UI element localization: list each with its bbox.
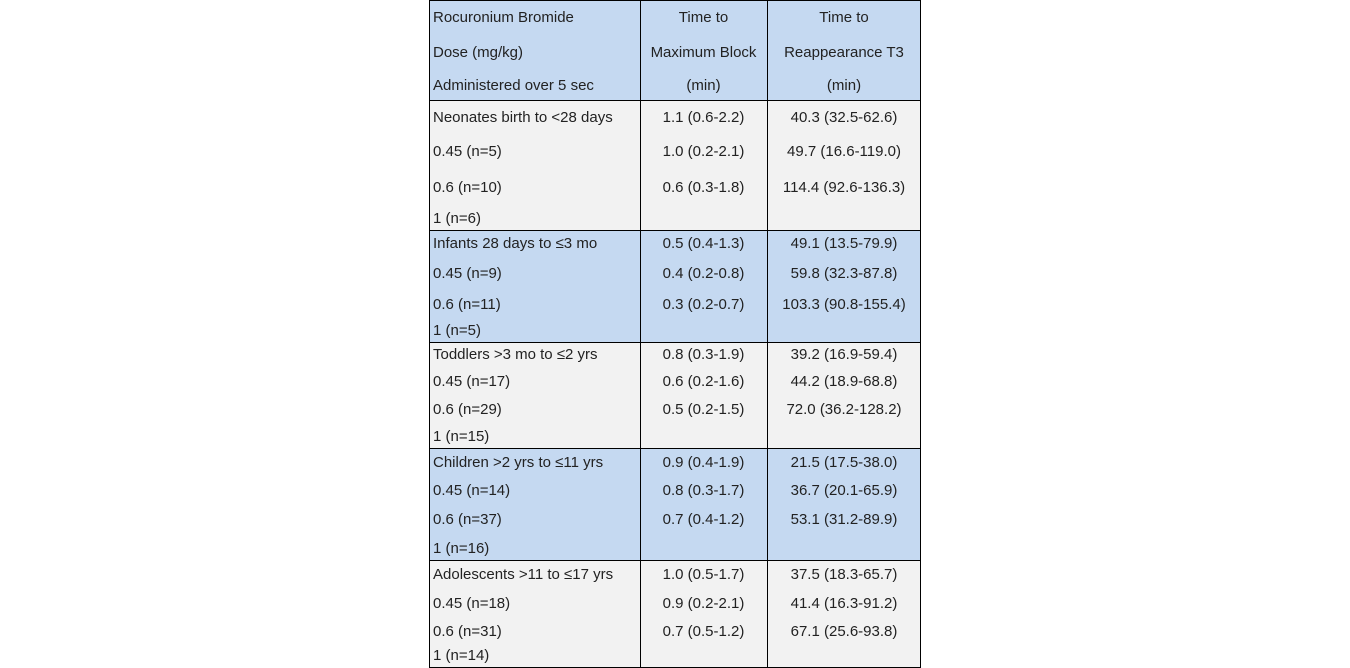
header-bg <box>429 0 921 100</box>
header-text: Rocuronium Bromide <box>433 9 574 26</box>
cell-value: 40.3 (32.5-62.6) <box>790 109 898 126</box>
row-label: 0.6 (n=37) <box>433 511 502 528</box>
row-label: 1 (n=6) <box>433 210 481 227</box>
row-label: Infants 28 days to ≤3 mo <box>433 235 598 252</box>
cell-value: 1.0 (0.5-1.7) <box>662 566 745 583</box>
row-label: 0.45 (n=17) <box>433 373 511 390</box>
group-bg <box>429 100 921 230</box>
cell-value: 1.0 (0.2-2.1) <box>662 143 745 160</box>
row-label: Toddlers >3 mo to ≤2 yrs <box>433 346 598 363</box>
row-label: 0.45 (n=9) <box>433 265 502 282</box>
cell-value: 0.3 (0.2-0.7) <box>662 296 745 313</box>
row-label: 0.6 (n=31) <box>433 623 502 640</box>
row-label: Children >2 yrs to ≤11 yrs <box>433 454 604 471</box>
cell-value: 44.2 (18.9-68.8) <box>790 373 898 390</box>
row-border <box>429 0 921 1</box>
cell-value: 0.9 (0.4-1.9) <box>662 454 745 471</box>
row-border <box>429 560 921 561</box>
cell-value: 41.4 (16.3-91.2) <box>790 595 898 612</box>
cell-value: 0.8 (0.3-1.7) <box>662 482 745 499</box>
row-label: 0.6 (n=10) <box>433 179 502 196</box>
cell-value: 67.1 (25.6-93.8) <box>790 623 898 640</box>
row-border <box>429 448 921 449</box>
header-text: (min) <box>826 77 862 94</box>
cell-value: 114.4 (92.6-136.3) <box>782 179 906 196</box>
row-label: 1 (n=16) <box>433 540 490 557</box>
row-label: 0.6 (n=29) <box>433 401 502 418</box>
group-bg <box>429 560 921 668</box>
table: Rocuronium Bromide Dose (mg/kg) Administer… <box>429 0 921 668</box>
row-label: 0.6 (n=11) <box>433 296 501 313</box>
cell-value: 21.5 (17.5-38.0) <box>790 454 898 471</box>
group-bg <box>429 448 921 560</box>
row-label: 1 (n=5) <box>433 322 481 339</box>
row-label: 1 (n=15) <box>433 428 490 445</box>
cell-value: 72.0 (36.2-128.2) <box>786 401 902 418</box>
row-label: Adolescents >11 to ≤17 yrs <box>433 566 614 583</box>
row-label: 0.45 (n=14) <box>433 482 511 499</box>
column-border <box>429 0 430 668</box>
header-text: Administered over 5 sec <box>433 77 594 94</box>
cell-value: 0.9 (0.2-2.1) <box>662 595 745 612</box>
header-text: Time to <box>819 9 869 26</box>
cell-value: 0.5 (0.2-1.5) <box>662 401 745 418</box>
cell-value: 0.7 (0.5-1.2) <box>662 623 745 640</box>
cell-value: 49.1 (13.5-79.9) <box>790 235 898 252</box>
row-label: Neonates birth to <28 days <box>433 109 613 126</box>
row-border <box>429 100 921 101</box>
header-text: Time to <box>678 9 729 26</box>
cell-value: 103.3 (90.8-155.4) <box>782 296 906 313</box>
row-border <box>429 230 921 231</box>
cell-value: 53.1 (31.2-89.9) <box>790 511 898 528</box>
column-border <box>767 0 768 668</box>
header-text: (min) <box>686 77 721 94</box>
cell-value: 0.4 (0.2-0.8) <box>662 265 745 282</box>
group-bg <box>429 342 921 448</box>
row-label: 0.45 (n=5) <box>433 143 502 160</box>
cell-value: 59.8 (32.3-87.8) <box>790 265 898 282</box>
cell-value: 0.6 (0.3-1.8) <box>662 179 745 196</box>
column-border <box>640 0 641 668</box>
header-text: Reappearance T3 <box>784 44 904 61</box>
header-text: Dose (mg/kg) <box>433 44 524 61</box>
header-text: Maximum Block <box>650 44 757 61</box>
cell-value: 39.2 (16.9-59.4) <box>790 346 898 363</box>
cell-value: 0.8 (0.3-1.9) <box>662 346 745 363</box>
cell-value: 0.5 (0.4-1.3) <box>662 235 745 252</box>
cell-value: 36.7 (20.1-65.9) <box>790 482 898 499</box>
row-border <box>429 342 921 343</box>
column-border <box>920 0 921 668</box>
cell-value: 0.7 (0.4-1.2) <box>662 511 745 528</box>
cell-value: 49.7 (16.6-119.0) <box>787 143 901 160</box>
row-label: 1 (n=14) <box>433 647 490 664</box>
cell-value: 1.1 (0.6-2.2) <box>662 109 745 126</box>
cell-value: 0.6 (0.2-1.6) <box>662 373 745 390</box>
group-bg <box>429 230 921 342</box>
cell-value: 37.5 (18.3-65.7) <box>790 566 898 583</box>
row-label: 0.45 (n=18) <box>433 595 511 612</box>
